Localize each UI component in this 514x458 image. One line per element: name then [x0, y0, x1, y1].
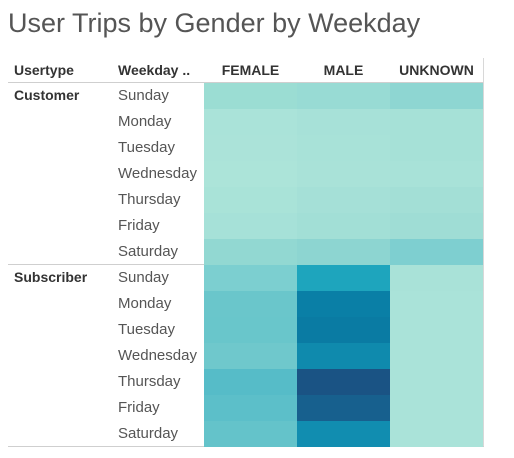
heatmap-cell-unknown[interactable]	[390, 161, 483, 187]
heatmap-cell-male[interactable]	[297, 187, 390, 213]
heatmap-cell-unknown[interactable]	[390, 187, 483, 213]
heatmap-cell-female[interactable]	[204, 265, 297, 291]
weekday-label: Monday	[118, 295, 172, 312]
heatmap-cell-female[interactable]	[204, 213, 297, 239]
heatmap-cell-male[interactable]	[297, 317, 390, 343]
heatmap-cell-unknown[interactable]	[390, 265, 483, 291]
usertype-label-customer: Customer	[14, 87, 80, 103]
heatmap-cell-male[interactable]	[297, 395, 390, 421]
heatmap-cell-unknown[interactable]	[390, 109, 483, 135]
heatmap-cell-male[interactable]	[297, 239, 390, 265]
heatmap-cell-female[interactable]	[204, 369, 297, 395]
weekday-label: Tuesday	[118, 321, 175, 338]
heatmap-cell-female[interactable]	[204, 343, 297, 369]
heatmap-cell-female[interactable]	[204, 421, 297, 447]
heatmap-cell-male[interactable]	[297, 343, 390, 369]
heatmap-cell-female[interactable]	[204, 187, 297, 213]
weekday-label: Sunday	[118, 87, 169, 104]
weekday-label: Friday	[118, 399, 160, 416]
heatmap-cell-unknown[interactable]	[390, 395, 483, 421]
weekday-label: Saturday	[118, 243, 179, 260]
heatmap-cell-female[interactable]	[204, 83, 297, 109]
heatmap-cell-male[interactable]	[297, 161, 390, 187]
weekday-label: Thursday	[118, 373, 181, 390]
weekday-label: Tuesday	[118, 139, 175, 156]
column-header-male: MALE	[323, 62, 364, 78]
heatmap-cell-unknown[interactable]	[390, 83, 483, 109]
heatmap-cell-male[interactable]	[297, 109, 390, 135]
header-divider	[8, 82, 484, 83]
heatmap-cell-female[interactable]	[204, 161, 297, 187]
heatmap-cell-male[interactable]	[297, 135, 390, 161]
heatmap-cell-male[interactable]	[297, 369, 390, 395]
heatmap-cell-male[interactable]	[297, 291, 390, 317]
column-header-unknown: UNKNOWN	[399, 62, 474, 78]
heatmap-cell-unknown[interactable]	[390, 213, 483, 239]
heatmap-cell-male[interactable]	[297, 421, 390, 447]
chart-title: User Trips by Gender by Weekday	[8, 8, 421, 38]
right-border	[483, 58, 484, 446]
heatmap-cell-female[interactable]	[204, 395, 297, 421]
heatmap-cell-female[interactable]	[204, 109, 297, 135]
heatmap-cell-unknown[interactable]	[390, 421, 483, 447]
weekday-label: Saturday	[118, 425, 179, 442]
heatmap-cell-unknown[interactable]	[390, 291, 483, 317]
heatmap-cell-female[interactable]	[204, 239, 297, 265]
usertype-label-subscriber: Subscriber	[14, 269, 88, 285]
heatmap-cell-unknown[interactable]	[390, 135, 483, 161]
usertype-header: Usertype	[14, 62, 74, 78]
weekday-label: Wednesday	[118, 347, 197, 364]
heatmap-cell-female[interactable]	[204, 317, 297, 343]
weekday-label: Sunday	[118, 269, 169, 286]
weekday-label: Thursday	[118, 191, 181, 208]
heatmap-cell-female[interactable]	[204, 291, 297, 317]
heatmap-cell-male[interactable]	[297, 265, 390, 291]
weekday-header: Weekday ..	[118, 62, 191, 78]
weekday-label: Wednesday	[118, 165, 197, 182]
heatmap-cell-unknown[interactable]	[390, 317, 483, 343]
column-header-female: FEMALE	[221, 62, 280, 78]
heatmap-cell-unknown[interactable]	[390, 239, 483, 265]
heatmap-cell-male[interactable]	[297, 83, 390, 109]
weekday-label: Monday	[118, 113, 172, 130]
heatmap-cell-female[interactable]	[204, 135, 297, 161]
heatmap-cell-male[interactable]	[297, 213, 390, 239]
weekday-label: Friday	[118, 217, 160, 234]
heatmap-cell-unknown[interactable]	[390, 369, 483, 395]
heatmap-cell-unknown[interactable]	[390, 343, 483, 369]
